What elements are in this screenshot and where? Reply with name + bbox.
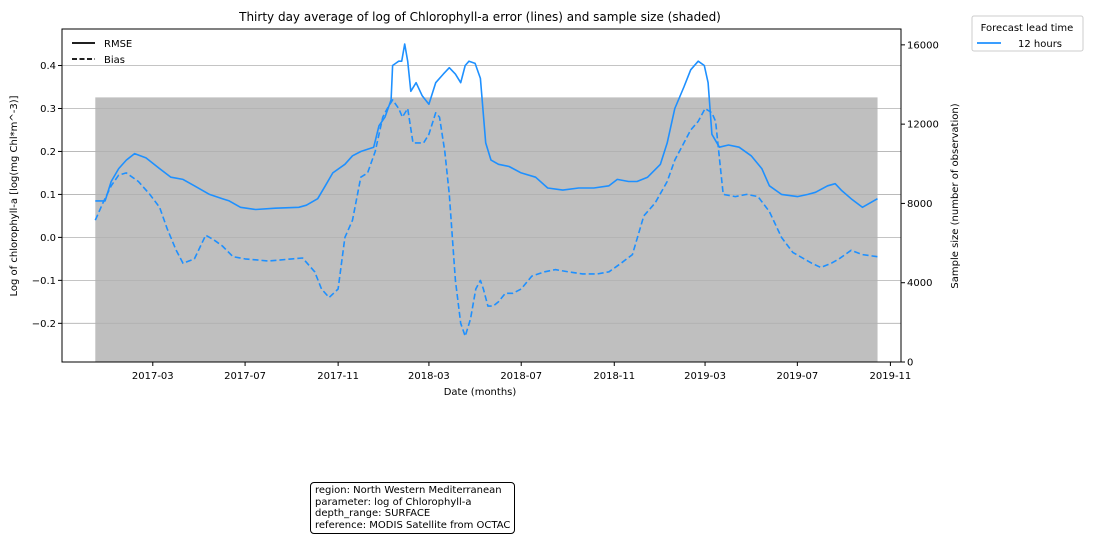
x-axis: 2017-03 2017-07 2017-11 2018-03 2018-07 2018-… [132,362,911,382]
info-parameter: parameter: log of Chlorophyll-a [315,496,472,508]
lead-legend-label: 12 hours [1018,39,1062,50]
sample-size-shade [95,97,878,363]
style-legend: RMSE Bias [72,39,132,66]
y-tick-label: 0.4 [40,61,56,72]
series-bias-line [94,99,878,338]
y-axis-label: Log of chlorophyll-a [log(mg Chl*m^-3)] [9,95,20,296]
info-depth-range: depth_range: SURFACE [315,508,431,519]
x-tick-label: 2017-07 [224,371,266,382]
y-tick-label: 0.1 [40,190,56,201]
y-axis-right: 0 4000 8000 12000 16000 [901,40,939,369]
lead-time-legend: Forecast lead time 12 hours [971,15,1084,52]
x-tick-label: 2019-03 [684,371,726,382]
y-tick-label: −0.1 [32,276,56,287]
legend-rmse-label: RMSE [104,39,132,50]
info-region: region: North Western Mediterranean [315,485,502,496]
info-reference: reference: MODIS Satellite from OCTAC [315,519,511,531]
x-tick-label: 2019-11 [870,371,912,382]
series-rmse-line [95,43,878,211]
y-axis-left: −0.2 −0.1 0.0 0.1 0.2 0.3 0.4 [32,61,62,330]
series-layer [94,43,878,338]
lead-legend-title: Forecast lead time [981,23,1074,34]
y-tick-label: −0.2 [32,319,56,330]
x-tick-label: 2017-03 [132,371,174,382]
y-tick-label: 0.2 [40,147,56,158]
x-tick-label: 2017-11 [317,371,359,382]
y2-tick-label: 0 [907,358,913,369]
grid-lines [62,65,901,324]
metadata-info-box: region: North Western Mediterranean para… [310,482,516,534]
y2-tick-label: 12000 [907,120,939,131]
y2-tick-label: 4000 [907,278,932,289]
y2-tick-label: 16000 [907,40,939,51]
y-tick-label: 0.3 [40,104,56,115]
y-tick-label: 0.0 [40,233,56,244]
y2-tick-label: 8000 [907,199,932,210]
x-tick-label: 2019-07 [776,371,818,382]
x-tick-label: 2018-07 [500,371,542,382]
y2-axis-label: Sample size (number of observation) [950,103,961,288]
x-tick-label: 2018-03 [408,371,450,382]
x-axis-label: Date (months) [444,387,517,398]
x-tick-label: 2018-11 [593,371,635,382]
legend-bias-label: Bias [104,55,125,66]
plot-frame [61,28,902,363]
chart-title: Thirty day average of log of Chlorophyll… [238,10,721,24]
